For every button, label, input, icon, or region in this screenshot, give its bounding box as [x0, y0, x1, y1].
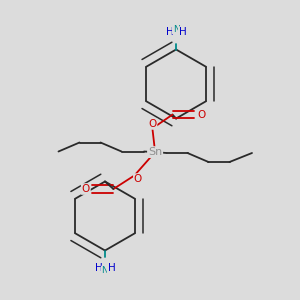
Text: H: H	[166, 27, 173, 37]
Text: N: N	[102, 266, 108, 275]
Text: O: O	[148, 119, 157, 129]
Text: H: H	[108, 263, 116, 273]
Text: N: N	[173, 25, 179, 34]
Text: O: O	[82, 184, 90, 194]
Text: O: O	[134, 174, 142, 184]
Text: H: H	[179, 27, 187, 37]
Text: Sn: Sn	[148, 147, 162, 157]
Text: O: O	[197, 110, 205, 120]
Text: H: H	[94, 263, 102, 273]
